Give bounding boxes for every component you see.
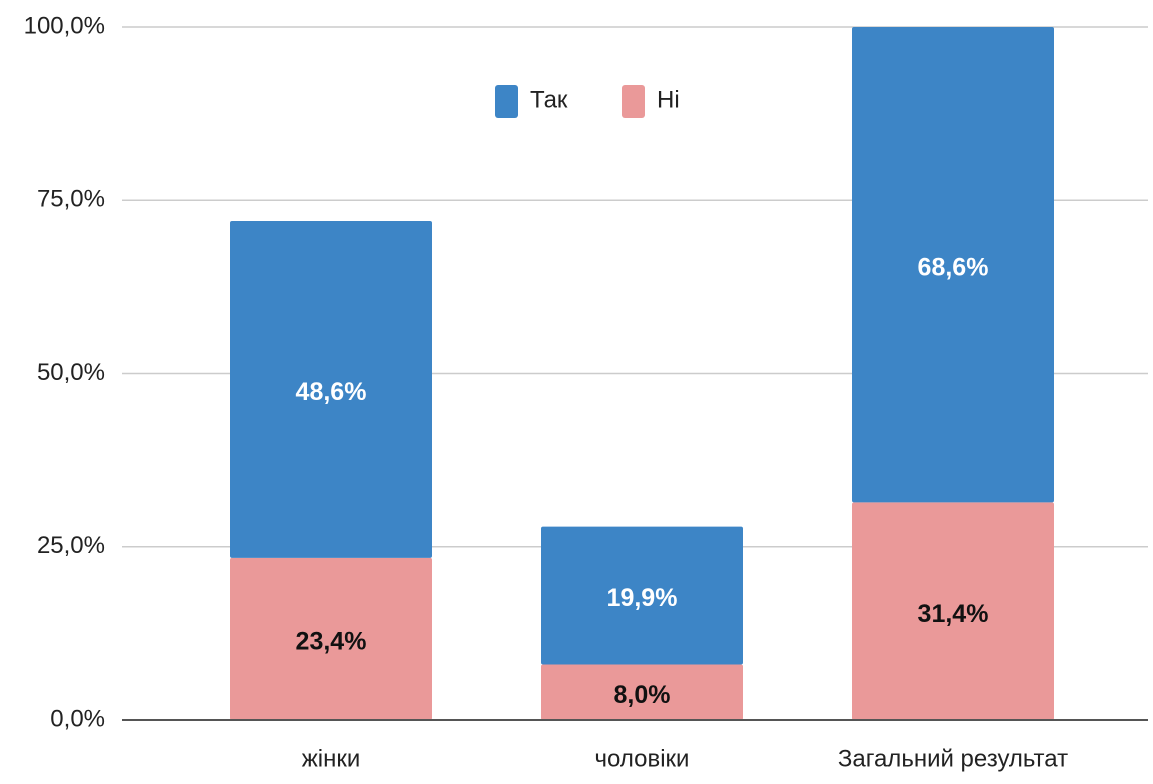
data-label: 19,9% <box>607 584 678 612</box>
y-tick-label: 75,0% <box>37 186 105 213</box>
x-tick-label: Загальний результат <box>838 745 1068 772</box>
y-tick-label: 50,0% <box>37 359 105 386</box>
legend-label: Ні <box>657 86 680 113</box>
data-label: 8,0% <box>614 681 671 709</box>
bar-segment <box>230 557 432 720</box>
legend-swatch <box>622 85 645 118</box>
bar-segment <box>541 664 743 720</box>
bar-segment <box>852 27 1054 503</box>
data-label: 68,6% <box>918 253 989 281</box>
data-label: 48,6% <box>296 378 367 406</box>
legend-label: Так <box>530 86 568 113</box>
bar-segment <box>230 221 432 558</box>
y-tick-label: 0,0% <box>50 705 105 732</box>
y-tick-label: 100,0% <box>24 12 105 39</box>
bar-segment <box>852 502 1054 720</box>
legend-swatch <box>495 85 518 118</box>
data-label: 31,4% <box>918 600 989 628</box>
y-tick-label: 25,0% <box>37 532 105 559</box>
x-tick-label: чоловіки <box>595 745 690 772</box>
data-label: 23,4% <box>296 628 367 656</box>
x-tick-label: жінки <box>302 745 361 772</box>
bar-segment <box>541 526 743 665</box>
